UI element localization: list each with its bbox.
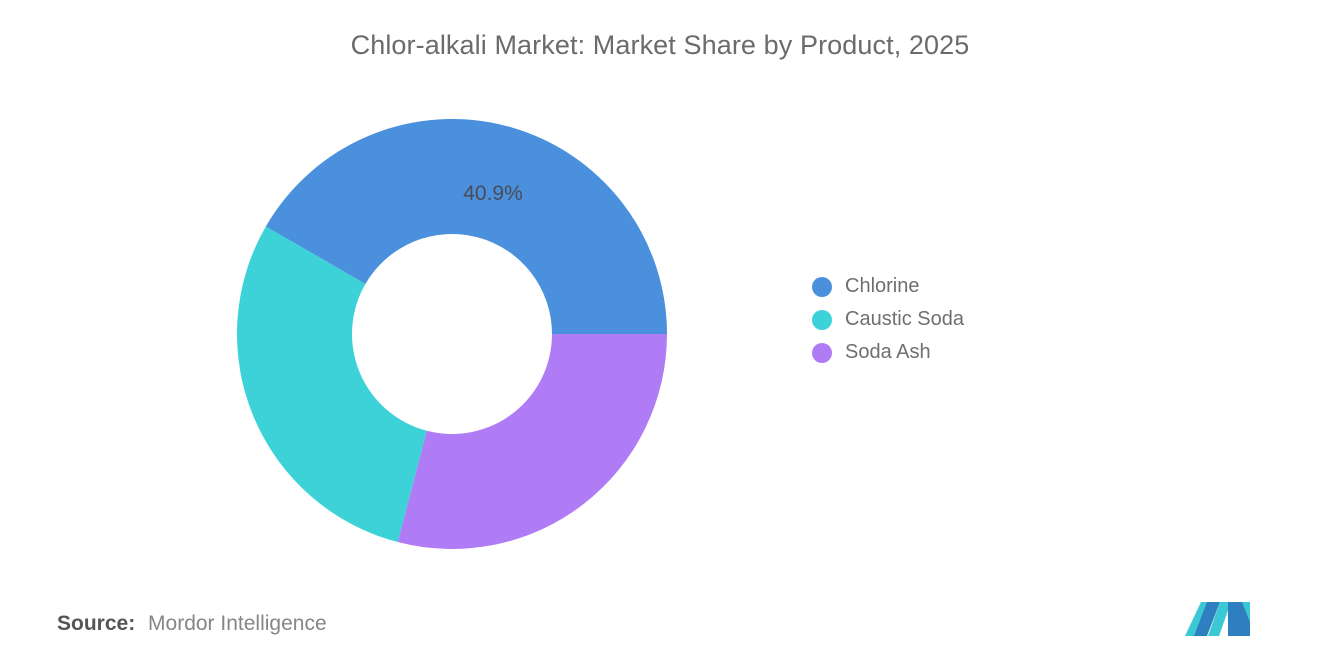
donut-slice-soda-ash[interactable]: [397, 334, 667, 549]
legend-item-soda-ash[interactable]: Soda Ash: [812, 336, 1112, 369]
chart-legend: Chlorine Caustic Soda Soda Ash: [812, 270, 1112, 369]
source-attribution: Source: Mordor Intelligence: [57, 612, 327, 636]
chart-title: Chlor-alkali Market: Market Share by Pro…: [350, 30, 970, 60]
donut-chart-svg: [237, 119, 667, 549]
legend-label-chlorine: Chlorine: [845, 275, 920, 297]
legend-swatch-icon-chlorine: [812, 276, 832, 297]
legend-label-soda-ash: Soda Ash: [845, 341, 931, 363]
donut-slice-chlorine[interactable]: [265, 119, 667, 334]
legend-label-caustic-soda: Caustic Soda: [845, 308, 964, 330]
slice-data-label-chlorine: 40.9%: [463, 182, 523, 205]
donut-slice-caustic-soda[interactable]: [237, 226, 427, 543]
donut-slice-group: [237, 119, 667, 549]
source-label: Source:: [57, 612, 136, 635]
mordor-intelligence-logo-icon: [1182, 598, 1254, 640]
donut-chart: [237, 119, 667, 549]
legend-swatch-icon-caustic-soda: [812, 309, 832, 330]
source-value: Mordor Intelligence: [148, 612, 327, 635]
legend-item-chlorine[interactable]: Chlorine: [812, 270, 1112, 303]
legend-swatch-icon-soda-ash: [812, 342, 832, 363]
legend-item-caustic-soda[interactable]: Caustic Soda: [812, 303, 1112, 336]
